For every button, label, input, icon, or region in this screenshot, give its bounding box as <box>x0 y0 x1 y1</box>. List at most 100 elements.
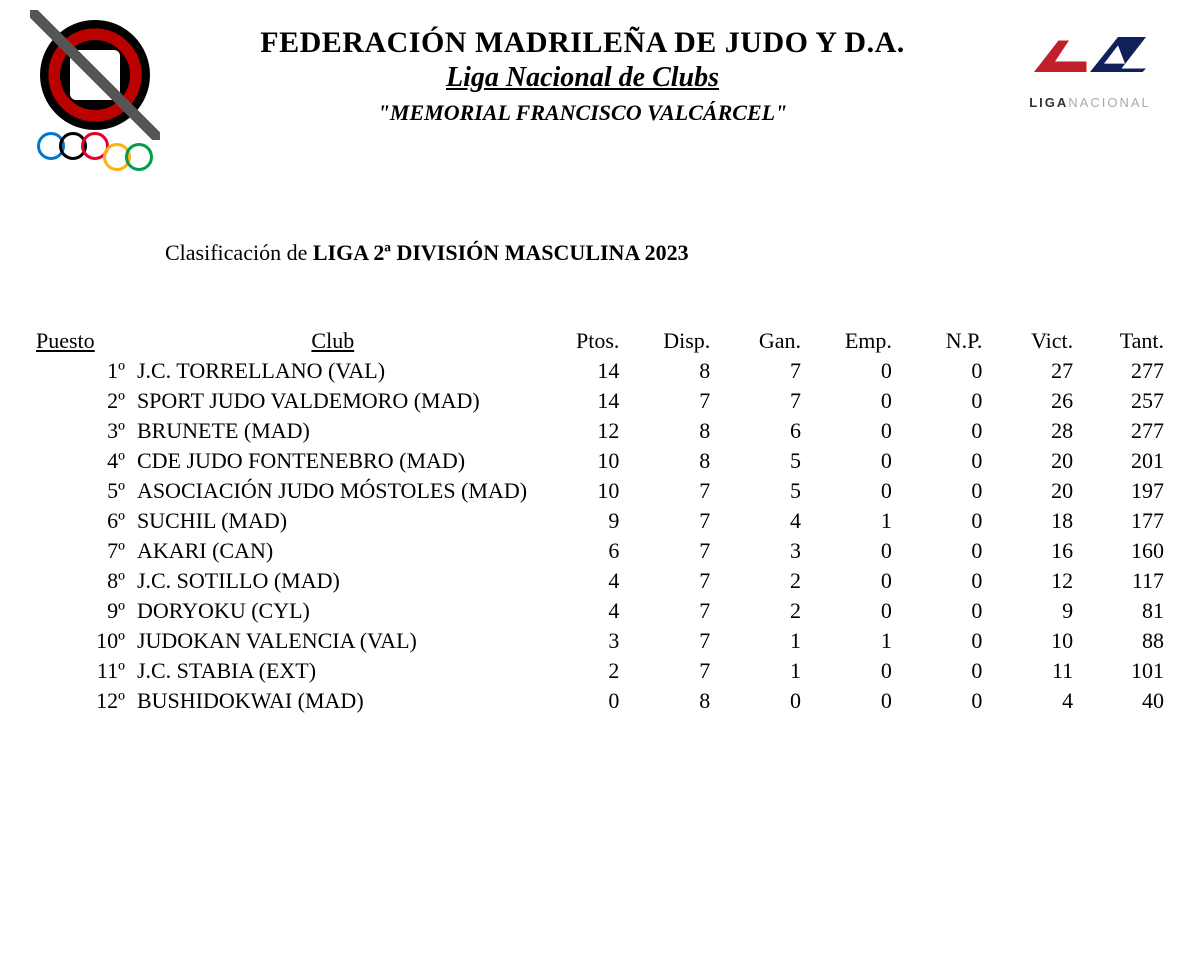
cell-np: 0 <box>898 386 989 416</box>
memorial-line: "MEMORIAL FRANCISCO VALCÁRCEL" <box>175 100 990 126</box>
federation-logo <box>30 20 160 160</box>
col-gan: Gan. <box>716 326 807 356</box>
cell-tant: 81 <box>1079 596 1170 626</box>
cell-tant: 277 <box>1079 356 1170 386</box>
cell-np: 0 <box>898 656 989 686</box>
cell-tant: 277 <box>1079 416 1170 446</box>
table-row: 5ºASOCIACIÓN JUDO MÓSTOLES (MAD)10750020… <box>30 476 1170 506</box>
cell-emp: 0 <box>807 656 898 686</box>
table-row: 2ºSPORT JUDO VALDEMORO (MAD)14770026257 <box>30 386 1170 416</box>
cell-ptos: 6 <box>535 536 626 566</box>
standings-table-wrap: Puesto Club Ptos. Disp. Gan. Emp. N.P. V… <box>30 326 1170 716</box>
cell-disp: 8 <box>625 416 716 446</box>
ln-logo-text: LIGANACIONAL <box>1010 95 1170 110</box>
cell-gan: 4 <box>716 506 807 536</box>
table-row: 4ºCDE JUDO FONTENEBRO (MAD)10850020201 <box>30 446 1170 476</box>
cell-tant: 201 <box>1079 446 1170 476</box>
standings-body: 1ºJ.C. TORRELLANO (VAL)148700272772ºSPOR… <box>30 356 1170 716</box>
cell-club: BUSHIDOKWAI (MAD) <box>131 686 535 716</box>
col-ptos: Ptos. <box>535 326 626 356</box>
cell-disp: 7 <box>625 596 716 626</box>
cell-emp: 0 <box>807 686 898 716</box>
document-page: FEDERACIÓN MADRILEÑA DE JUDO Y D.A. Liga… <box>0 0 1200 966</box>
cell-np: 0 <box>898 416 989 446</box>
ln-text-a: LIGA <box>1029 95 1068 110</box>
cell-np: 0 <box>898 626 989 656</box>
cell-tant: 101 <box>1079 656 1170 686</box>
table-header-row: Puesto Club Ptos. Disp. Gan. Emp. N.P. V… <box>30 326 1170 356</box>
cell-club: DORYOKU (CYL) <box>131 596 535 626</box>
cell-gan: 1 <box>716 656 807 686</box>
cell-ptos: 10 <box>535 446 626 476</box>
cell-club: AKARI (CAN) <box>131 536 535 566</box>
cell-vict: 10 <box>988 626 1079 656</box>
cell-vict: 20 <box>988 476 1079 506</box>
league-subtitle: Liga Nacional de Clubs <box>175 62 990 94</box>
classification-title: Clasificación de LIGA 2ª DIVISIÓN MASCUL… <box>165 240 1170 266</box>
cell-vict: 16 <box>988 536 1079 566</box>
cell-tant: 117 <box>1079 566 1170 596</box>
cell-emp: 0 <box>807 416 898 446</box>
col-puesto: Puesto <box>30 326 131 356</box>
header: FEDERACIÓN MADRILEÑA DE JUDO Y D.A. Liga… <box>30 20 1170 160</box>
cell-emp: 0 <box>807 446 898 476</box>
col-np: N.P. <box>898 326 989 356</box>
cell-ptos: 0 <box>535 686 626 716</box>
cell-disp: 7 <box>625 626 716 656</box>
cell-disp: 7 <box>625 506 716 536</box>
cell-vict: 12 <box>988 566 1079 596</box>
cell-vict: 27 <box>988 356 1079 386</box>
cell-np: 0 <box>898 506 989 536</box>
cell-np: 0 <box>898 356 989 386</box>
cell-emp: 0 <box>807 476 898 506</box>
cell-rank: 6º <box>30 506 131 536</box>
cell-rank: 12º <box>30 686 131 716</box>
table-row: 6ºSUCHIL (MAD)9741018177 <box>30 506 1170 536</box>
cell-np: 0 <box>898 476 989 506</box>
cell-gan: 2 <box>716 596 807 626</box>
cell-np: 0 <box>898 596 989 626</box>
col-emp: Emp. <box>807 326 898 356</box>
cell-tant: 160 <box>1079 536 1170 566</box>
cell-gan: 5 <box>716 446 807 476</box>
cell-gan: 7 <box>716 386 807 416</box>
cell-club: ASOCIACIÓN JUDO MÓSTOLES (MAD) <box>131 476 535 506</box>
col-vict: Vict. <box>988 326 1079 356</box>
federation-badge-icon <box>40 20 150 130</box>
cell-ptos: 10 <box>535 476 626 506</box>
cell-disp: 7 <box>625 656 716 686</box>
cell-disp: 7 <box>625 536 716 566</box>
cell-gan: 7 <box>716 356 807 386</box>
standings-table: Puesto Club Ptos. Disp. Gan. Emp. N.P. V… <box>30 326 1170 716</box>
cell-vict: 4 <box>988 686 1079 716</box>
cell-gan: 2 <box>716 566 807 596</box>
cell-club: SUCHIL (MAD) <box>131 506 535 536</box>
cell-emp: 0 <box>807 386 898 416</box>
cell-ptos: 3 <box>535 626 626 656</box>
table-row: 7ºAKARI (CAN)6730016160 <box>30 536 1170 566</box>
col-tant: Tant. <box>1079 326 1170 356</box>
cell-vict: 20 <box>988 446 1079 476</box>
cell-rank: 2º <box>30 386 131 416</box>
cell-emp: 0 <box>807 356 898 386</box>
table-row: 11ºJ.C. STABIA (EXT)2710011101 <box>30 656 1170 686</box>
cell-tant: 40 <box>1079 686 1170 716</box>
cell-tant: 257 <box>1079 386 1170 416</box>
org-title: FEDERACIÓN MADRILEÑA DE JUDO Y D.A. <box>175 26 990 60</box>
cell-disp: 7 <box>625 476 716 506</box>
cell-tant: 197 <box>1079 476 1170 506</box>
cell-vict: 11 <box>988 656 1079 686</box>
cell-gan: 3 <box>716 536 807 566</box>
cell-vict: 26 <box>988 386 1079 416</box>
cell-disp: 8 <box>625 686 716 716</box>
cell-rank: 7º <box>30 536 131 566</box>
cell-club: SPORT JUDO VALDEMORO (MAD) <box>131 386 535 416</box>
cell-ptos: 9 <box>535 506 626 536</box>
cell-emp: 1 <box>807 506 898 536</box>
cell-rank: 8º <box>30 566 131 596</box>
cell-gan: 1 <box>716 626 807 656</box>
table-row: 9ºDORYOKU (CYL)47200981 <box>30 596 1170 626</box>
cell-rank: 11º <box>30 656 131 686</box>
col-disp: Disp. <box>625 326 716 356</box>
cell-ptos: 14 <box>535 386 626 416</box>
